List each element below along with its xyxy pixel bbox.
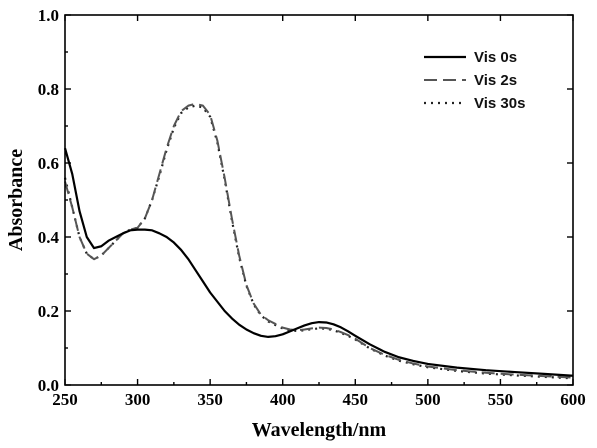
x-axis-title: Wavelength/nm [252, 419, 387, 441]
x-tick-label: 450 [343, 390, 369, 409]
x-tick-label: 550 [488, 390, 514, 409]
x-tick-label: 300 [125, 390, 151, 409]
y-tick-label: 0.8 [38, 80, 59, 99]
x-tick-label: 500 [415, 390, 441, 409]
y-tick-label: 0.0 [38, 376, 59, 395]
legend-label: Vis 0s [474, 49, 517, 66]
y-tick-label: 0.4 [38, 228, 60, 247]
y-tick-label: 0.2 [38, 302, 59, 321]
y-tick-label: 1.0 [38, 6, 59, 25]
x-tick-label: 350 [197, 390, 223, 409]
x-tick-label: 600 [560, 390, 586, 409]
legend-label: Vis 30s [474, 95, 525, 112]
y-tick-label: 0.6 [38, 154, 59, 173]
x-tick-label: 400 [270, 390, 296, 409]
y-axis-title: Absorbance [5, 149, 27, 251]
legend-label: Vis 2s [474, 72, 517, 89]
